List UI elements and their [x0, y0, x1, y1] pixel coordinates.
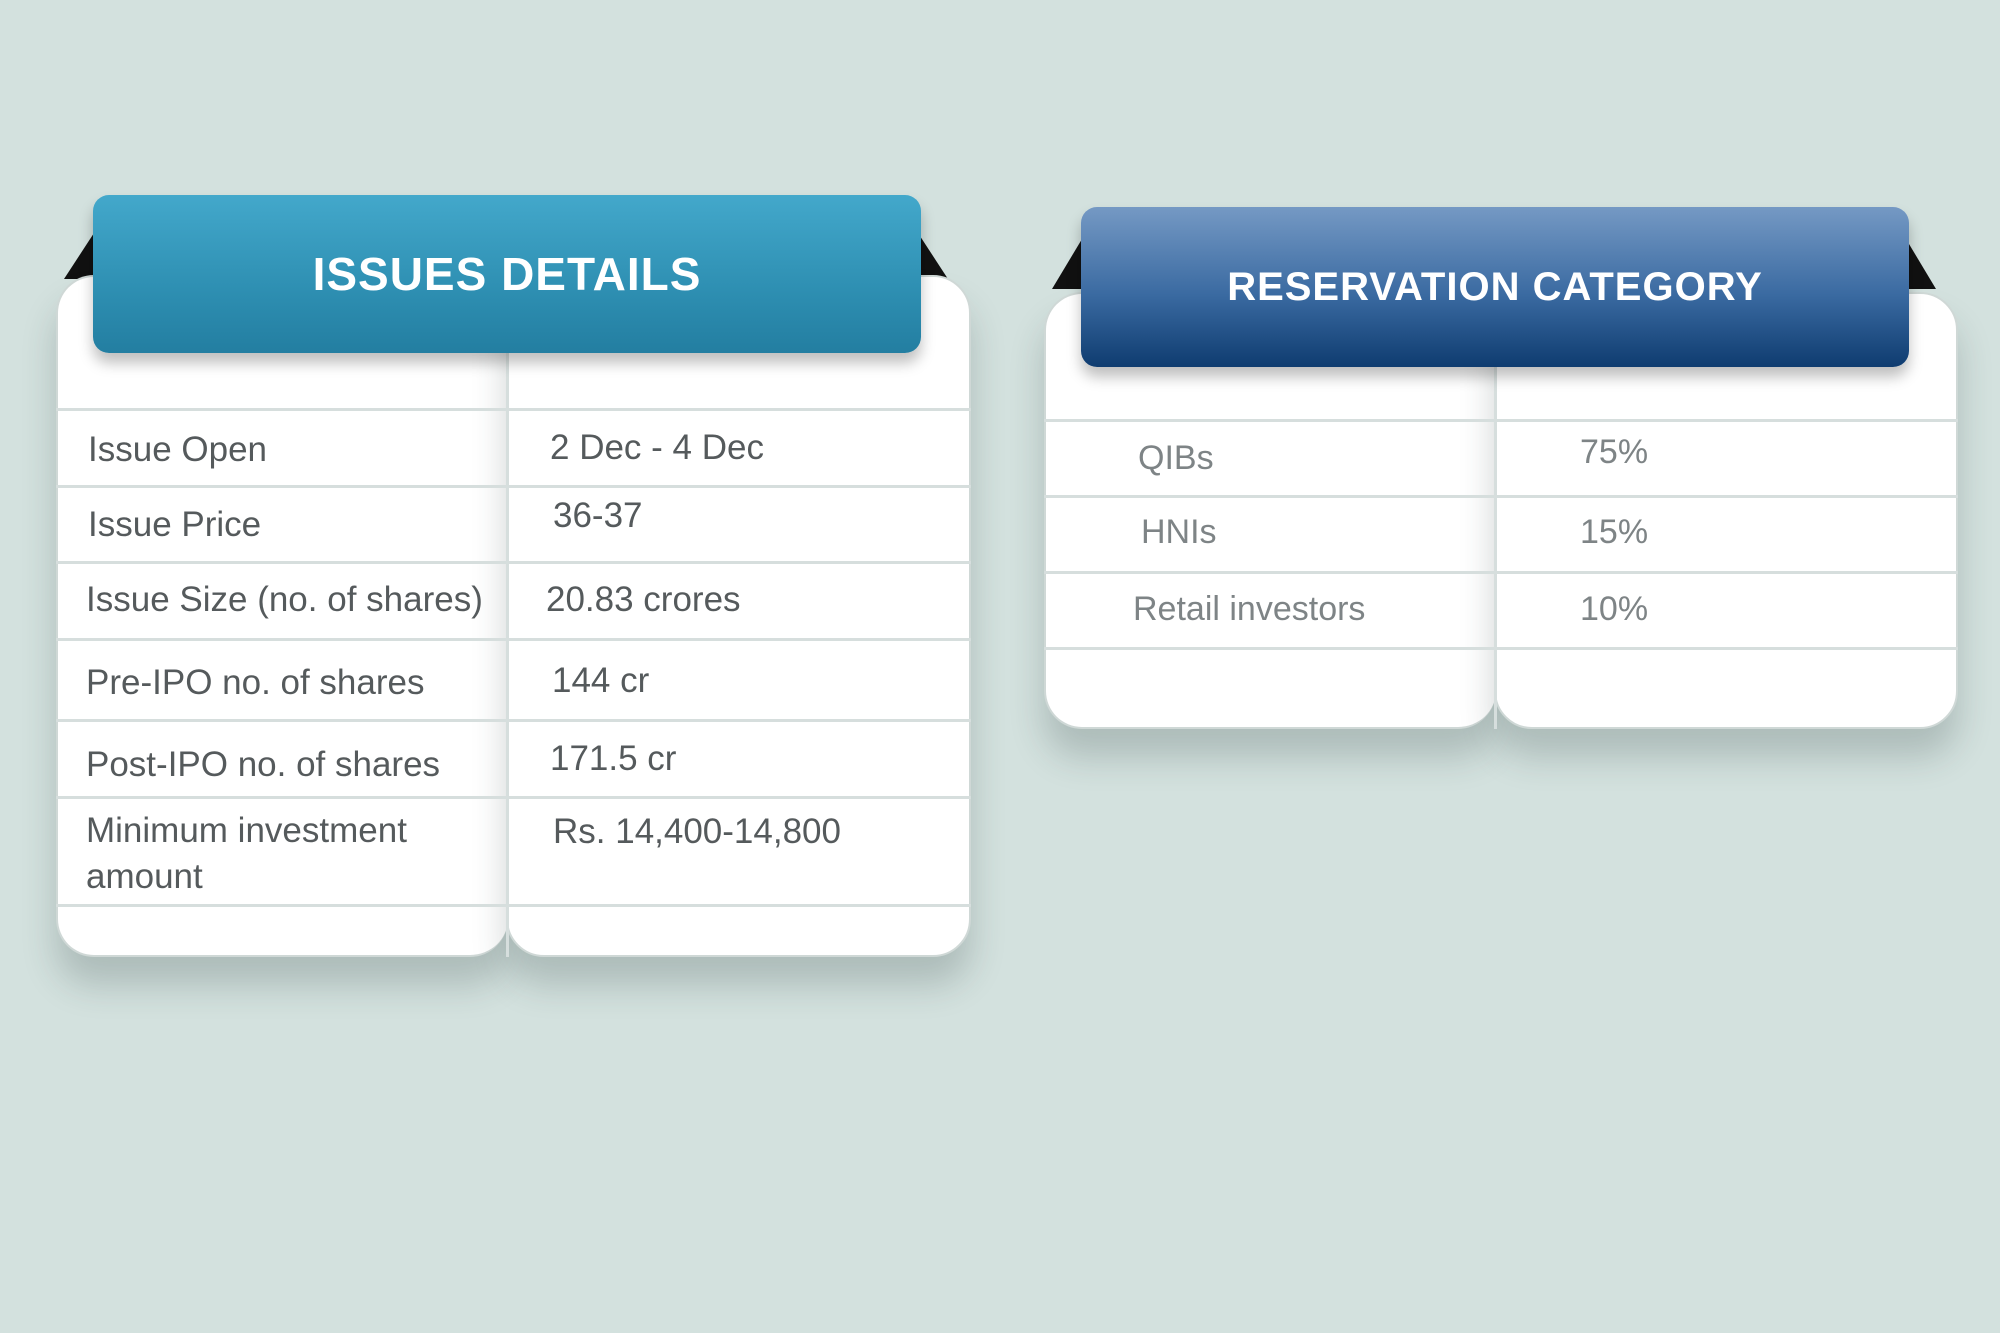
issues-details-card: ISSUES DETAILS Issue Open 2 Dec - 4 Dec … [56, 195, 971, 957]
banner-fold-right [918, 233, 948, 279]
retail-investors-value: 10% [1580, 590, 1649, 628]
qibs-value: 75% [1580, 433, 1649, 471]
column-divider [506, 353, 509, 957]
issue-size-value: 20.83 crores [546, 580, 741, 619]
qibs-label: QIBs [1138, 439, 1214, 477]
pre-ipo-shares-label: Pre-IPO no. of shares [86, 663, 425, 702]
issue-price-label: Issue Price [88, 505, 262, 544]
issues-label-column [56, 275, 508, 957]
issues-value-column [506, 275, 971, 957]
row-divider [56, 485, 971, 488]
pre-ipo-shares-value: 144 cr [552, 661, 650, 700]
reservation-category-card: RESERVATION CATEGORY QIBs 75% HNIs 15% R… [1044, 207, 1958, 729]
issue-size-label: Issue Size (no. of shares) [86, 580, 483, 619]
row-divider [1044, 495, 1958, 498]
hnis-value: 15% [1580, 513, 1649, 551]
issue-price-value: 36-37 [553, 496, 643, 535]
hnis-label: HNIs [1141, 513, 1217, 551]
issues-details-title: ISSUES DETAILS [93, 195, 921, 353]
minimum-investment-value: Rs. 14,400-14,800 [553, 812, 841, 851]
row-divider [56, 904, 971, 907]
post-ipo-shares-label: Post-IPO no. of shares [86, 745, 441, 784]
banner-fold-left [64, 233, 94, 279]
row-divider [56, 719, 971, 722]
post-ipo-shares-value: 171.5 cr [550, 739, 677, 778]
issue-open-value: 2 Dec - 4 Dec [550, 428, 764, 467]
row-divider [56, 796, 971, 799]
column-divider [1494, 367, 1497, 729]
row-divider [56, 638, 971, 641]
issue-open-label: Issue Open [88, 430, 267, 469]
banner-fold-left [1052, 239, 1082, 289]
row-divider [56, 408, 971, 411]
banner-fold-right [1906, 239, 1936, 289]
row-divider [1044, 571, 1958, 574]
row-divider [1044, 647, 1958, 650]
reservation-category-title: RESERVATION CATEGORY [1081, 207, 1909, 367]
row-divider [1044, 419, 1958, 422]
row-divider [56, 561, 971, 564]
minimum-investment-label: Minimum investment amount [86, 811, 407, 896]
retail-investors-label: Retail investors [1133, 590, 1366, 628]
